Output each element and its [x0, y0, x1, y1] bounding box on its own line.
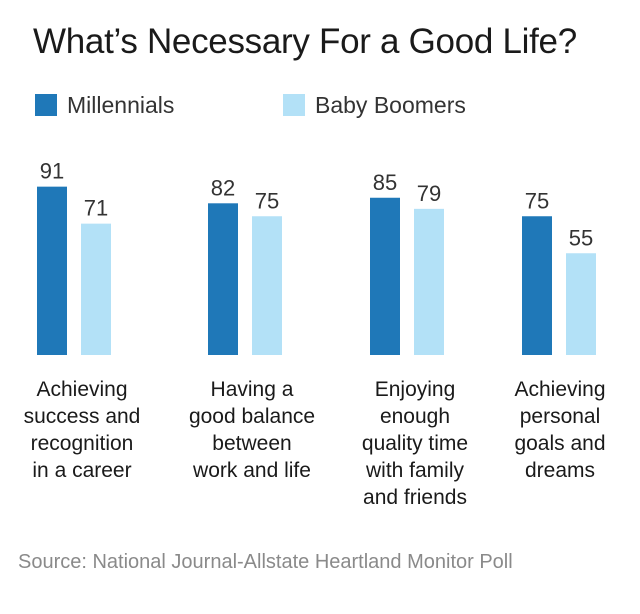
category-label-line: personal — [519, 405, 601, 428]
category-label-line: work and life — [193, 459, 311, 482]
bar-millennials-4 — [522, 216, 552, 355]
category-label-line: Achieving — [514, 378, 606, 401]
category-label-2: Having a good balance between work and life — [177, 376, 327, 484]
bar-millennials-2 — [208, 203, 238, 355]
category-label-1: Achieving success and recognition in a care… — [7, 376, 157, 484]
legend-label-baby-boomers: Baby Boomers — [315, 91, 466, 118]
category-label-line: with family — [365, 459, 465, 482]
chart-title: What’s Necessary For a Good Life? — [33, 22, 577, 61]
legend-label-millennials: Millennials — [67, 91, 175, 118]
category-label-line: and friends — [363, 486, 467, 509]
data-label-baby-boomers-3: 79 — [417, 181, 441, 206]
bar-baby-boomers-2 — [252, 216, 282, 355]
data-label-millennials-2: 82 — [211, 175, 235, 200]
bar-baby-boomers-1 — [81, 223, 111, 355]
category-label-line: Having a — [210, 378, 294, 401]
bar-millennials-3 — [370, 197, 400, 355]
data-label-baby-boomers-4: 55 — [569, 225, 593, 250]
category-label-line: dreams — [524, 459, 596, 482]
category-label-line: Achieving — [36, 378, 128, 401]
category-label-line: in a career — [32, 459, 132, 482]
category-label-line: Enjoying — [374, 378, 456, 401]
category-label-line: between — [212, 432, 292, 455]
bar-millennials-1 — [37, 186, 67, 355]
category-label-line: success and — [23, 405, 141, 428]
data-label-baby-boomers-1: 71 — [84, 196, 108, 221]
legend-item-millennials: Millennials — [35, 92, 174, 118]
legend-swatch-millennials — [35, 94, 57, 116]
category-label-line: quality time — [361, 432, 469, 455]
category-label-4: Achieving personal goals and dreams — [485, 376, 635, 484]
category-label-line: recognition — [30, 432, 134, 455]
legend-swatch-baby-boomers — [283, 94, 305, 116]
category-label-line: good balance — [188, 405, 316, 428]
data-label-millennials-3: 85 — [373, 170, 397, 195]
category-label-3: Enjoying enough quality time with family and… — [340, 376, 490, 511]
data-label-baby-boomers-2: 75 — [255, 188, 279, 213]
bar-baby-boomers-4 — [566, 253, 596, 355]
source-note: Source: National Journal-Allstate Heartl… — [18, 551, 513, 573]
legend-item-baby-boomers: Baby Boomers — [283, 92, 466, 118]
data-label-millennials-4: 75 — [525, 188, 549, 213]
category-label-line: enough — [379, 405, 451, 428]
category-label-line: goals and — [514, 432, 606, 455]
data-label-millennials-1: 91 — [40, 159, 64, 184]
bar-baby-boomers-3 — [414, 208, 444, 355]
